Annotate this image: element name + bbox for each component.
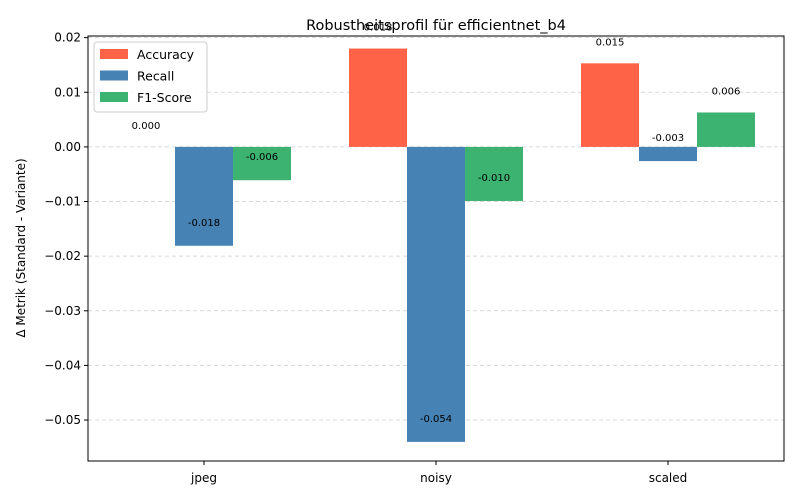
legend-label: Accuracy xyxy=(137,47,195,62)
data-label: -0.003 xyxy=(652,133,684,144)
y-tick-label: −0.01 xyxy=(44,195,81,209)
data-label: 0.006 xyxy=(712,86,741,97)
y-tick-label: 0.00 xyxy=(54,140,81,154)
legend-label: F1-Score xyxy=(137,90,192,105)
bar-accuracy-scaled xyxy=(581,63,639,147)
y-tick-label: −0.04 xyxy=(44,358,81,372)
chart-title: Robustheitsprofil für efficientnet_b4 xyxy=(306,18,566,34)
x-tick-label: jpeg xyxy=(190,471,217,485)
legend-swatch xyxy=(100,49,128,59)
y-tick-label: −0.02 xyxy=(44,249,81,263)
bar-recall-noisy xyxy=(407,146,465,442)
data-labels-layer: 0.000 -0.018 -0.006 0.018 -0.054 -0.010 0.015 -… xyxy=(132,23,741,425)
bar-f1-score-jpeg xyxy=(233,146,291,181)
bar-f1-score-scaled xyxy=(697,112,755,147)
legend-label: Recall xyxy=(137,69,174,84)
y-axis-label: Δ Metrik (Standard - Variante) xyxy=(14,158,28,337)
y-tick-label: 0.02 xyxy=(54,31,81,45)
legend: Accuracy Recall F1-Score xyxy=(93,41,208,113)
legend-swatch xyxy=(100,92,128,102)
data-label: -0.054 xyxy=(420,414,452,425)
data-label: -0.010 xyxy=(478,173,510,184)
data-label: -0.018 xyxy=(188,218,220,229)
y-tick-label: −0.03 xyxy=(44,304,81,318)
bar-accuracy-noisy xyxy=(349,48,407,147)
bar-recall-scaled xyxy=(639,146,697,162)
data-label: 0.000 xyxy=(132,121,161,132)
data-label: 0.018 xyxy=(364,23,393,34)
data-label: 0.015 xyxy=(596,37,625,48)
y-tick-label: −0.05 xyxy=(44,413,81,427)
y-tick-label: 0.01 xyxy=(54,85,81,99)
bar-f1-score-noisy xyxy=(465,146,523,201)
bar-recall-jpeg xyxy=(175,146,233,246)
legend-swatch xyxy=(100,70,128,81)
x-tick-label: scaled xyxy=(649,471,688,485)
bars-layer xyxy=(175,48,755,442)
data-label: -0.006 xyxy=(246,152,278,163)
x-tick-label: noisy xyxy=(420,471,452,485)
axes-layer: 0.02 0.01 0.00 −0.01 −0.02 −0.03 −0.04 −0.05 jpe… xyxy=(44,31,687,485)
